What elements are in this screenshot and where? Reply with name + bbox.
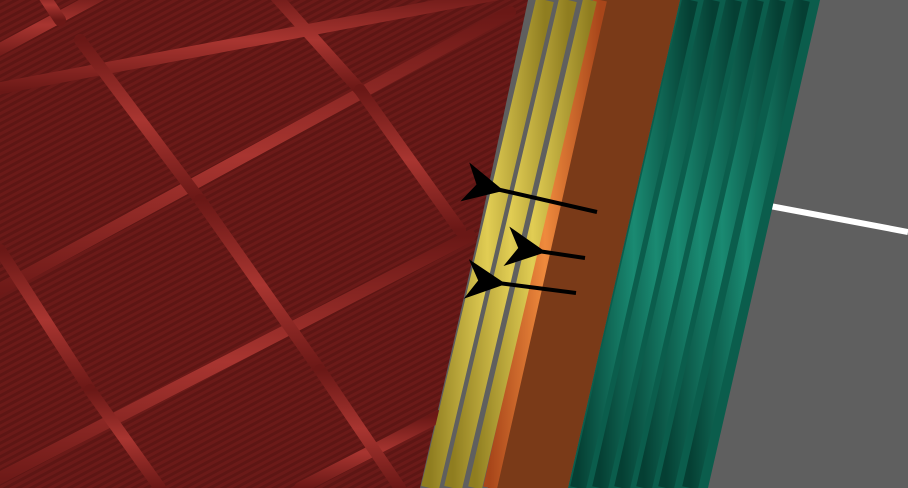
bed-edge-line [769,203,908,235]
skirt-lines [568,0,820,488]
perimeter-brown-band [488,0,680,488]
arrow-left-icon [463,259,577,299]
annotation-arrows [460,162,598,299]
arrow-left-icon [503,226,586,267]
arrow-left-icon [460,162,598,214]
infill-region [0,0,528,488]
